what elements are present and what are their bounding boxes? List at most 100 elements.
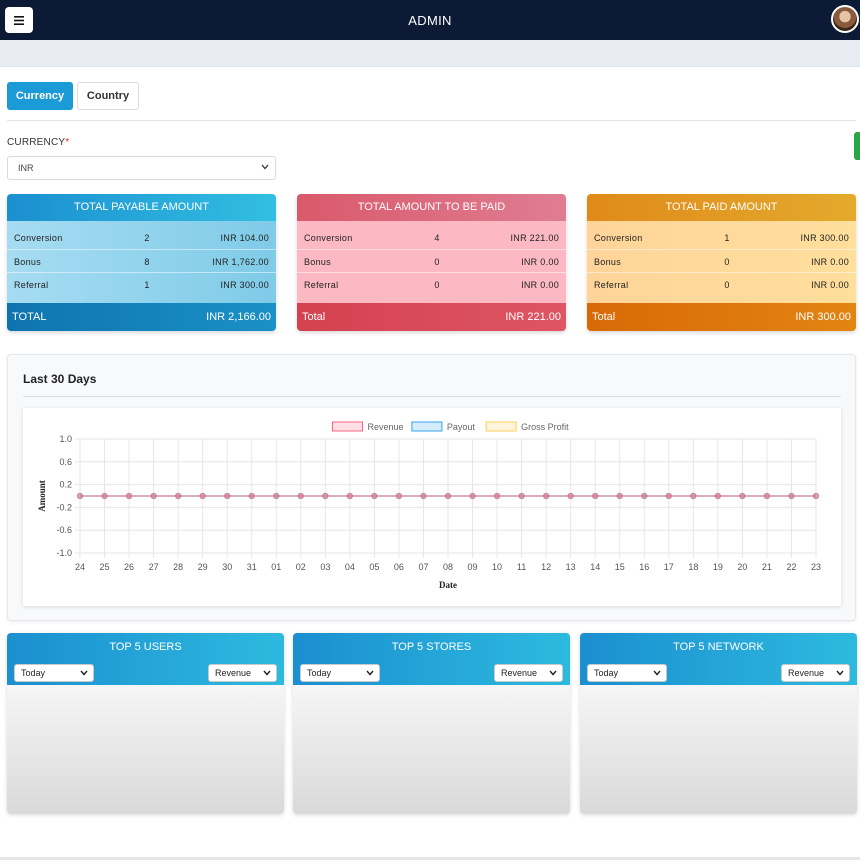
legend-swatch	[332, 421, 363, 432]
legend-swatch	[411, 421, 443, 432]
legend-label: Payout	[447, 422, 476, 432]
chart-panel-title: Last 30 Days	[23, 372, 97, 386]
data-point	[76, 492, 84, 500]
footer-divider	[0, 857, 860, 860]
x-tick-label: 05	[369, 562, 379, 572]
metric-select[interactable]: Revenue	[208, 664, 277, 682]
x-tick-label: 24	[75, 562, 85, 572]
x-tick-label: 10	[492, 562, 502, 572]
currency-select-value: INR	[18, 163, 34, 173]
sub-header-bar	[0, 40, 860, 67]
y-tick-label: 0.6	[59, 457, 72, 467]
x-tick-label: 25	[100, 562, 110, 572]
y-tick-label: 0.2	[59, 480, 72, 490]
data-point	[444, 492, 452, 500]
legend-swatch	[485, 421, 517, 432]
x-tick-label: 22	[786, 562, 796, 572]
x-tick-label: 21	[762, 562, 772, 572]
x-tick-label: 23	[811, 562, 821, 572]
x-tick-label: 01	[271, 562, 281, 572]
card-row: Referral 0 INR 0.00	[587, 272, 856, 295]
x-tick-label: 27	[149, 562, 159, 572]
chevron-down-icon	[653, 670, 661, 676]
data-point	[714, 492, 721, 500]
data-point	[567, 492, 574, 500]
data-point	[518, 492, 525, 500]
tab-currency[interactable]: Currency	[7, 82, 73, 110]
metric-select[interactable]: Revenue	[781, 664, 850, 682]
period-select-value: Today	[307, 668, 332, 678]
data-point	[543, 492, 550, 500]
data-point	[420, 492, 427, 500]
data-point	[739, 492, 746, 500]
widget-title: TOP 5 STORES	[391, 641, 472, 653]
data-point	[297, 492, 304, 500]
top-navbar: ADMIN	[0, 0, 860, 40]
x-tick-label: 26	[124, 562, 134, 572]
x-tick-label: 16	[639, 562, 649, 572]
data-point	[788, 492, 795, 500]
x-tick-label: 02	[296, 562, 306, 572]
x-tick-label: 14	[590, 562, 600, 572]
data-point	[224, 492, 231, 500]
x-tick-label: 03	[320, 562, 330, 572]
card-row: Bonus 8 INR 1,762.00	[7, 249, 276, 272]
card-row: Referral 0 INR 0.00	[297, 272, 566, 295]
card-title: TOTAL AMOUNT TO BE PAID	[297, 194, 566, 221]
top-users-widget: TOP 5 USERS Today Revenue	[7, 633, 284, 814]
data-point	[395, 492, 403, 500]
required-mark: *	[65, 137, 70, 148]
widget-title: TOP 5 NETWORK	[673, 641, 764, 653]
widget-body	[580, 685, 857, 814]
y-tick-label: 1.0	[59, 434, 72, 444]
widget-body	[7, 685, 284, 814]
period-select[interactable]: Today	[300, 664, 380, 682]
chevron-down-icon	[261, 164, 269, 170]
period-select[interactable]: Today	[587, 664, 667, 682]
tab-country[interactable]: Country	[77, 82, 139, 110]
card-total: TOTAL INR 2,166.00	[7, 303, 276, 331]
card-total: Total INR 221.00	[297, 303, 566, 331]
total-to-be-paid-card: TOTAL AMOUNT TO BE PAID Conversion 4 INR 2…	[297, 194, 566, 331]
data-point	[101, 492, 108, 500]
x-tick-label: 19	[713, 562, 723, 572]
action-button-edge[interactable]	[854, 132, 860, 160]
data-point	[641, 492, 648, 500]
line-chart: 1.0 0.6 0.2 -0.2 -0.6 -1.0 24 25 26 27 28 29 30 31 01 0…	[23, 408, 841, 606]
currency-label: CURRENCY*	[7, 137, 70, 148]
chevron-down-icon	[366, 670, 374, 676]
x-tick-label: 11	[517, 562, 526, 572]
data-point	[199, 492, 206, 500]
data-point	[812, 492, 820, 500]
x-tick-label: 30	[222, 562, 232, 572]
period-select-value: Today	[594, 668, 619, 678]
currency-select[interactable]: INR	[7, 156, 276, 180]
tabs-divider	[7, 120, 856, 121]
legend-label: Gross Profit	[521, 422, 569, 432]
x-tick-label: 29	[198, 562, 208, 572]
data-point	[592, 492, 599, 500]
data-point	[175, 492, 182, 500]
card-row: Conversion 4 INR 221.00	[304, 233, 559, 243]
hamburger-icon	[14, 15, 24, 25]
total-payable-card: TOTAL PAYABLE AMOUNT Conversion 2 INR 104.…	[7, 194, 276, 331]
data-point	[690, 492, 697, 500]
last-30-days-panel: Last 30 Days 1.0 0.6 0.2 -0.2 -0.6 -1.0 24 25 26…	[7, 354, 856, 621]
metric-select-value: Revenue	[501, 668, 538, 678]
legend-label: Revenue	[368, 422, 404, 432]
chevron-down-icon	[836, 670, 844, 676]
data-point	[665, 492, 672, 500]
x-tick-label: 09	[468, 562, 478, 572]
metric-select[interactable]: Revenue	[494, 664, 563, 682]
data-point	[763, 492, 771, 500]
x-tick-label: 04	[345, 562, 355, 572]
menu-toggle-button[interactable]	[5, 7, 33, 33]
y-tick-label: -1.0	[56, 548, 72, 558]
period-select[interactable]: Today	[14, 664, 94, 682]
y-tick-label: -0.2	[56, 502, 72, 512]
data-point	[371, 492, 378, 500]
period-select-value: Today	[21, 668, 46, 678]
x-tick-label: 12	[541, 562, 551, 572]
card-row: Referral 1 INR 300.00	[7, 272, 276, 295]
user-avatar[interactable]	[831, 5, 859, 33]
